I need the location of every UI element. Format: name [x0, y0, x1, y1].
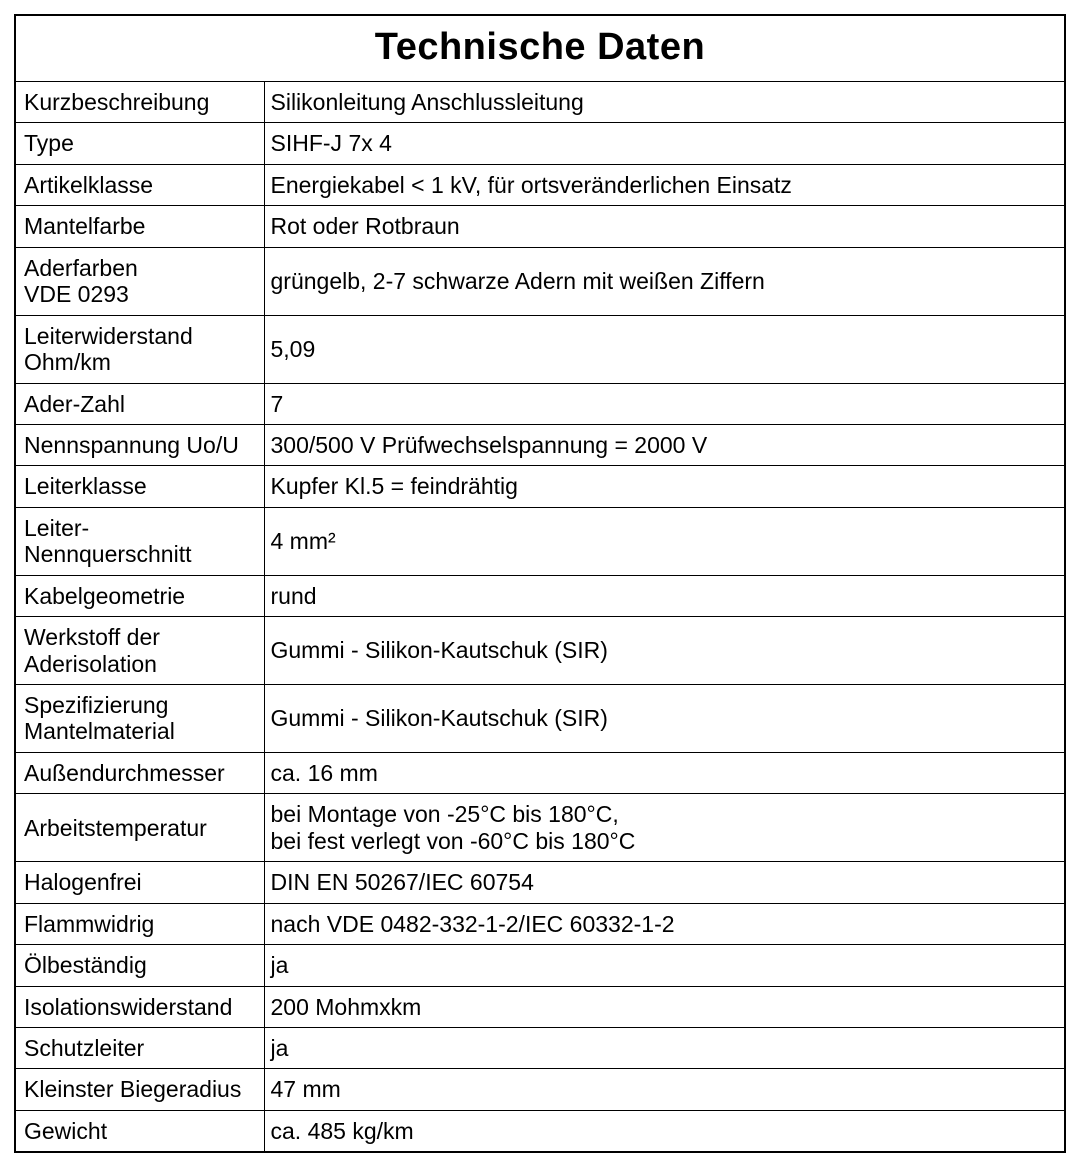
- spec-label: Artikelklasse: [16, 164, 264, 205]
- spec-value: grüngelb, 2-7 schwarze Adern mit weißen …: [264, 247, 1064, 315]
- spec-label: Nennspannung Uo/U: [16, 424, 264, 465]
- spec-label: Kleinster Biegeradius: [16, 1069, 264, 1110]
- table-row: ArtikelklasseEnergiekabel < 1 kV, für or…: [16, 164, 1064, 205]
- spec-value: Kupfer Kl.5 = feindrähtig: [264, 466, 1064, 507]
- table-row: Gewichtca. 485 kg/km: [16, 1110, 1064, 1151]
- spec-label: Halogenfrei: [16, 862, 264, 903]
- spec-value: rund: [264, 575, 1064, 616]
- spec-value: Gummi - Silikon-Kautschuk (SIR): [264, 617, 1064, 685]
- spec-label: Arbeitstemperatur: [16, 794, 264, 862]
- spec-label: Flammwidrig: [16, 903, 264, 944]
- spec-label: Kurzbeschreibung: [16, 82, 264, 123]
- spec-value: Silikonleitung Anschlussleitung: [264, 82, 1064, 123]
- table-row: Spezifizierung MantelmaterialGummi - Sil…: [16, 685, 1064, 753]
- table-row: Isolationswiderstand200 Mohmxkm: [16, 986, 1064, 1027]
- spec-label: Aderfarben VDE 0293: [16, 247, 264, 315]
- table-row: HalogenfreiDIN EN 50267/IEC 60754: [16, 862, 1064, 903]
- spec-value: 47 mm: [264, 1069, 1064, 1110]
- spec-value: SIHF-J 7x 4: [264, 123, 1064, 164]
- table-row: Ölbeständigja: [16, 945, 1064, 986]
- spec-value: ca. 16 mm: [264, 752, 1064, 793]
- table-row: Flammwidrignach VDE 0482-332-1-2/IEC 603…: [16, 903, 1064, 944]
- spec-label: Mantelfarbe: [16, 206, 264, 247]
- table-row: MantelfarbeRot oder Rotbraun: [16, 206, 1064, 247]
- table-row: Schutzleiterja: [16, 1027, 1064, 1068]
- spec-value: Gummi - Silikon-Kautschuk (SIR): [264, 685, 1064, 753]
- table-row: KurzbeschreibungSilikonleitung Anschluss…: [16, 82, 1064, 123]
- table-row: Aderfarben VDE 0293grüngelb, 2-7 schwarz…: [16, 247, 1064, 315]
- spec-value: ja: [264, 1027, 1064, 1068]
- spec-value: DIN EN 50267/IEC 60754: [264, 862, 1064, 903]
- spec-table: Technische Daten KurzbeschreibungSilikon…: [14, 14, 1066, 1153]
- table-row: Außendurchmesserca. 16 mm: [16, 752, 1064, 793]
- spec-value: 200 Mohmxkm: [264, 986, 1064, 1027]
- spec-value: Rot oder Rotbraun: [264, 206, 1064, 247]
- spec-label: Kabelgeometrie: [16, 575, 264, 616]
- spec-label: Ader-Zahl: [16, 383, 264, 424]
- table-row: Kabelgeometrierund: [16, 575, 1064, 616]
- spec-label: Außendurchmesser: [16, 752, 264, 793]
- table-row: Ader-Zahl7: [16, 383, 1064, 424]
- spec-label: Leiterklasse: [16, 466, 264, 507]
- spec-value: bei Montage von -25°C bis 180°C, bei fes…: [264, 794, 1064, 862]
- spec-value: Energiekabel < 1 kV, für ortsveränderlic…: [264, 164, 1064, 205]
- spec-label: Isolationswiderstand: [16, 986, 264, 1027]
- table-title: Technische Daten: [16, 16, 1064, 82]
- table-row: Arbeitstemperaturbei Montage von -25°C b…: [16, 794, 1064, 862]
- spec-label: Werkstoff der Aderisolation: [16, 617, 264, 685]
- spec-value: ja: [264, 945, 1064, 986]
- table-row: Kleinster Biegeradius47 mm: [16, 1069, 1064, 1110]
- spec-value: 300/500 V Prüfwechselspannung = 2000 V: [264, 424, 1064, 465]
- table-row: LeiterklasseKupfer Kl.5 = feindrähtig: [16, 466, 1064, 507]
- spec-value: 7: [264, 383, 1064, 424]
- table-row: TypeSIHF-J 7x 4: [16, 123, 1064, 164]
- spec-label: Schutzleiter: [16, 1027, 264, 1068]
- spec-label: Leiter- Nennquerschnitt: [16, 507, 264, 575]
- table-row: Nennspannung Uo/U300/500 V Prüfwechselsp…: [16, 424, 1064, 465]
- spec-label: Ölbeständig: [16, 945, 264, 986]
- spec-value: ca. 485 kg/km: [264, 1110, 1064, 1151]
- table-row: Leiter- Nennquerschnitt4 mm²: [16, 507, 1064, 575]
- spec-label: Leiterwiderstand Ohm/km: [16, 315, 264, 383]
- spec-value: nach VDE 0482-332-1-2/IEC 60332-1-2: [264, 903, 1064, 944]
- spec-label: Type: [16, 123, 264, 164]
- spec-table-body: KurzbeschreibungSilikonleitung Anschluss…: [16, 82, 1064, 1151]
- spec-value: 5,09: [264, 315, 1064, 383]
- table-row: Leiterwiderstand Ohm/km5,09: [16, 315, 1064, 383]
- spec-label: Spezifizierung Mantelmaterial: [16, 685, 264, 753]
- spec-value: 4 mm²: [264, 507, 1064, 575]
- spec-label: Gewicht: [16, 1110, 264, 1151]
- table-row: Werkstoff der AderisolationGummi - Silik…: [16, 617, 1064, 685]
